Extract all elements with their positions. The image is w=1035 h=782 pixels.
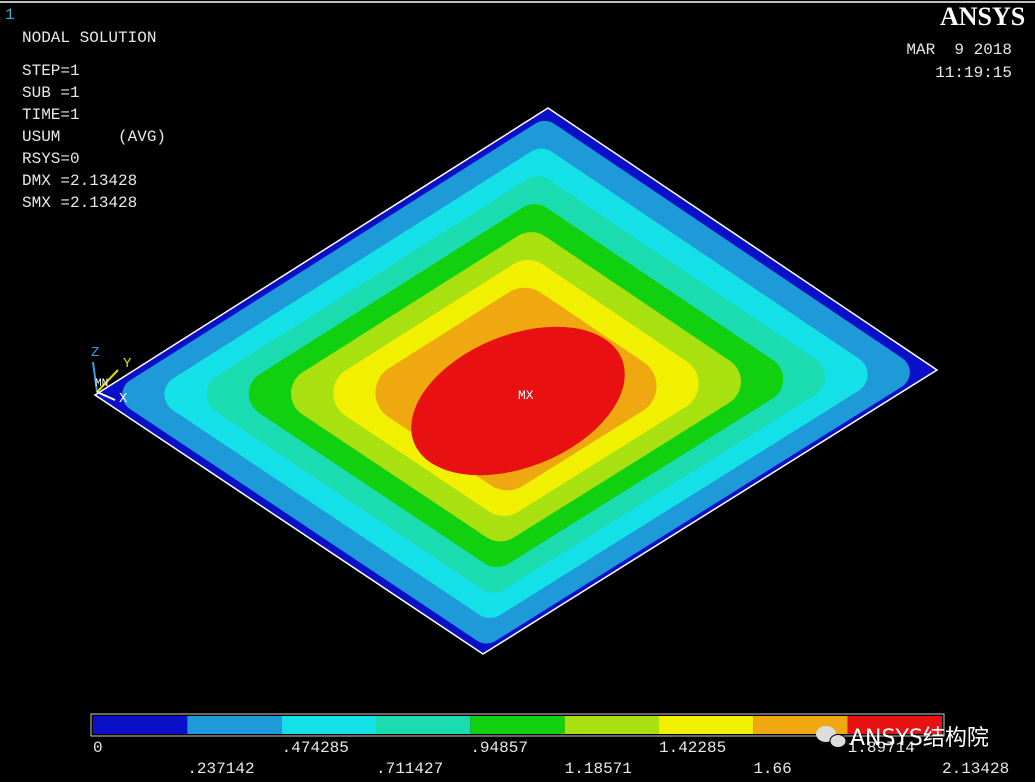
legend: 0 .237142 .474285 .711427 .94857 1.18571 1.422…	[93, 716, 1009, 778]
info-line: SMX =2.13428	[22, 194, 137, 212]
info-line: RSYS=0	[22, 150, 80, 168]
info-line: USUM (AVG)	[22, 128, 166, 146]
legend-frame	[90, 713, 945, 737]
legend-label: .237142	[187, 760, 254, 778]
legend-swatch	[847, 716, 942, 734]
triad-z-axis	[92, 361, 98, 393]
legend-label: 0	[93, 739, 103, 757]
legend-label: .711427	[376, 760, 443, 778]
legend-label: 2.13428	[942, 760, 1009, 778]
info-lines: STEP=1 SUB =1 TIME=1 USUM (AVG) RSYS=0 DMX =2…	[22, 62, 166, 212]
info-line: SUB =1	[22, 84, 80, 102]
logo: ANSYS	[940, 2, 1025, 31]
info-title: NODAL SOLUTION	[22, 29, 156, 47]
info-line: STEP=1	[22, 62, 80, 80]
triad-mn: MN	[95, 378, 108, 390]
triad-y: Y	[123, 356, 132, 372]
legend-swatch	[376, 716, 471, 734]
window-number: 1	[5, 6, 15, 24]
max-label: MX	[518, 388, 534, 403]
watermark-icon	[829, 734, 847, 748]
info-line: DMX =2.13428	[22, 172, 137, 190]
contour-plot	[95, 108, 937, 654]
legend-label: 1.18571	[565, 760, 632, 778]
watermark: ANSYS结构院	[816, 726, 989, 751]
triad-z: Z	[91, 345, 99, 361]
time: 11:19:15	[935, 64, 1012, 82]
legend-label: 1.42285	[659, 739, 726, 757]
legend-swatch	[93, 716, 188, 734]
legend-swatch	[187, 716, 282, 734]
legend-swatch	[281, 716, 376, 734]
plate-outline	[93, 107, 939, 655]
info-line: TIME=1	[22, 106, 80, 124]
legend-label: 1.89714	[848, 739, 915, 757]
legend-label: .94857	[470, 739, 528, 757]
legend-swatch	[470, 716, 565, 734]
legend-swatch	[659, 716, 754, 734]
triad-x: X	[119, 391, 128, 407]
contour-band	[411, 326, 625, 476]
legend-label: .474285	[282, 739, 349, 757]
triad: Z Y X MN	[91, 345, 132, 407]
watermark-text: ANSYS结构院	[850, 726, 989, 751]
legend-label: 1.66	[753, 760, 791, 778]
triad-y-axis	[96, 369, 119, 393]
date: MAR 9 2018	[906, 41, 1012, 59]
legend-swatch	[564, 716, 659, 734]
triad-x-axis	[96, 391, 116, 401]
